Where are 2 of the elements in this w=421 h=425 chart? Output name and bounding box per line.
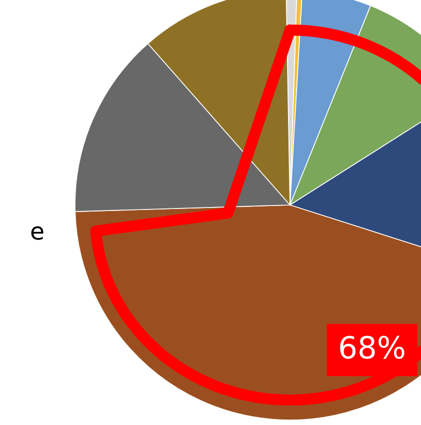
text: e <box>31 226 44 240</box>
text: 68% <box>340 336 404 359</box>
